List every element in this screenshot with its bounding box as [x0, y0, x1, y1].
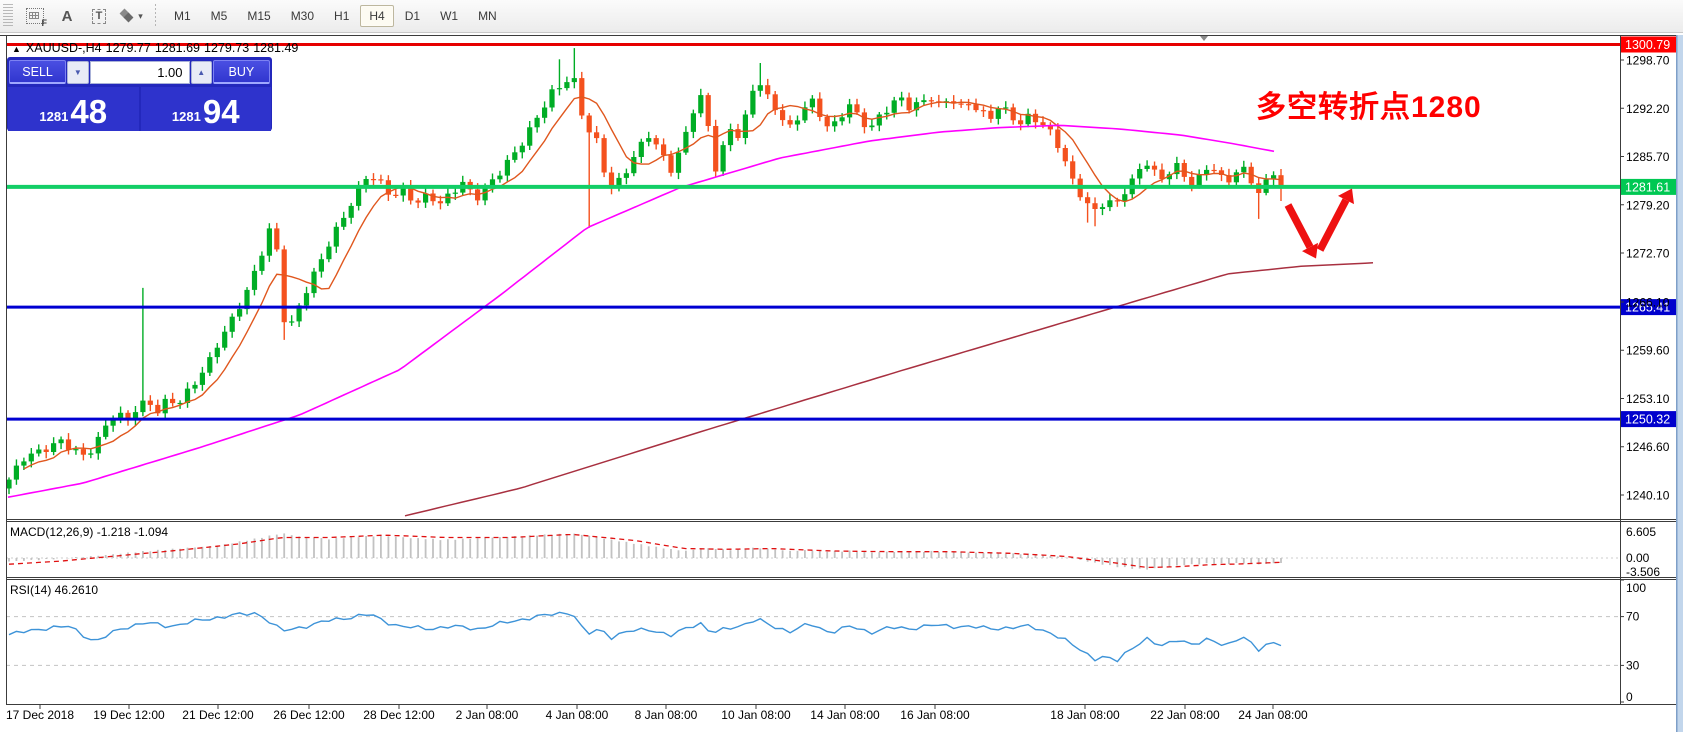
price-tick-label: 1266.10	[1626, 296, 1670, 310]
time-tick-label: 26 Dec 12:00	[273, 708, 345, 722]
sell-price-stem: 1281	[39, 109, 69, 124]
timeframe-bar: M1 M5 M15 M30 H1 H4 D1 W1 MN	[164, 5, 507, 27]
macd-axis-label: 6.605	[1626, 525, 1656, 539]
buy-price-pips: 94	[202, 93, 240, 130]
buy-button[interactable]: BUY	[212, 60, 270, 84]
volume-decrease-button[interactable]: ▼	[67, 60, 89, 84]
timeframe-D1[interactable]: D1	[404, 9, 421, 23]
price-badge-1250.32	[1620, 411, 1683, 428]
timeframe-M5[interactable]: M5	[210, 9, 228, 23]
text-box-button[interactable]: T	[85, 2, 113, 30]
one-click-trading-panel: SELL ▼ ▲ BUY 1281 48 1281 94	[7, 57, 272, 131]
toolbar: F A T ▾ M1 M5 M15 M30 H1 H4 D1 W1 MN	[0, 0, 1683, 33]
toolbar-separator	[155, 4, 156, 28]
price-tick-label: 1253.10	[1626, 392, 1670, 406]
timeframe-H1[interactable]: H1	[334, 9, 350, 23]
time-tick-label: 24 Jan 08:00	[1238, 708, 1308, 722]
chart-background	[0, 35, 1683, 732]
ohlc-open: 1279.77	[105, 41, 151, 55]
time-tick-label: 17 Dec 2018	[6, 708, 74, 722]
time-tick-label: 16 Jan 08:00	[900, 708, 970, 722]
time-tick-label: 10 Jan 08:00	[721, 708, 791, 722]
rsi-axis-label: 70	[1626, 610, 1640, 624]
letter-a-icon: A	[61, 7, 73, 25]
macd-indicator-label: MACD(12,26,9) -1.218 -1.094	[10, 525, 169, 539]
window-frame-strip	[1677, 35, 1683, 732]
ma-fast-line	[23, 96, 1282, 470]
rsi-line	[8, 611, 1282, 663]
time-tick-label: 28 Dec 12:00	[363, 708, 435, 722]
rsi-axis-label: 30	[1626, 658, 1640, 672]
ohlc-close: 1281.49	[253, 41, 299, 55]
time-tick-label: 18 Jan 08:00	[1050, 708, 1120, 722]
sell-price-pips: 48	[70, 93, 108, 130]
price-badge-1281.61	[1620, 178, 1683, 195]
chart-text-annotation[interactable]: 多空转折点1280	[1256, 91, 1482, 124]
price-badge-label: 1265.41	[1625, 301, 1670, 315]
objects-dropdown-button[interactable]: ▾	[117, 2, 145, 30]
time-tick-label: 22 Jan 08:00	[1150, 708, 1220, 722]
price-tick-label: 1285.70	[1626, 150, 1670, 164]
time-tick-label: 14 Jan 08:00	[810, 708, 880, 722]
macd-axis-label: -3.506	[1626, 565, 1660, 579]
buy-price-button[interactable]: 1281 94	[140, 87, 271, 131]
price-tick-label: 1246.60	[1626, 440, 1670, 454]
chart-grid-button[interactable]: F	[21, 2, 49, 30]
sell-price-button[interactable]: 1281 48	[8, 87, 139, 131]
price-tick-label: 1279.20	[1626, 198, 1670, 212]
grid-f-icon: F	[26, 8, 47, 28]
price-badge-1300.79	[1620, 36, 1683, 53]
toolbar-gripper[interactable]	[3, 4, 13, 28]
price-badge-label: 1250.32	[1625, 413, 1670, 427]
time-tick-label: 19 Dec 12:00	[93, 708, 165, 722]
timeframe-W1[interactable]: W1	[440, 9, 459, 23]
trendline	[404, 262, 1374, 517]
price-badge-label: 1300.79	[1625, 38, 1670, 52]
price-tick-label: 1272.70	[1626, 247, 1670, 261]
macd-signal-line	[8, 533, 1282, 569]
candlestick-series	[6, 48, 1284, 495]
volume-increase-button[interactable]: ▲	[190, 60, 212, 84]
quote-header: ▲ XAUUSD-,H4 1279.77 1281.69 1279.73 1281.49	[12, 41, 302, 55]
timeframe-H4[interactable]: H4	[360, 5, 394, 27]
sell-button[interactable]: SELL	[9, 60, 67, 84]
price-tick-label: 1259.60	[1626, 344, 1670, 358]
time-tick-label: 21 Dec 12:00	[182, 708, 254, 722]
rsi-axis-label: 0	[1626, 690, 1633, 704]
rsi-axis-label: 100	[1626, 581, 1646, 595]
buy-price-stem: 1281	[171, 109, 201, 124]
symbol-timeframe: XAUUSD-,H4	[25, 41, 102, 55]
timeframe-M30[interactable]: M30	[290, 9, 315, 23]
collapse-panel-icon[interactable]: ▲	[12, 44, 21, 54]
timeframe-M1[interactable]: M1	[174, 9, 191, 23]
rsi-indicator-label: RSI(14) 46.2610	[10, 583, 99, 597]
window-frame-line	[1676, 35, 1678, 732]
chart-shift-marker[interactable]	[1200, 36, 1208, 41]
price-tick-label: 1240.10	[1626, 489, 1670, 503]
ohlc-high: 1281.69	[154, 41, 201, 55]
timeframe-MN[interactable]: MN	[478, 9, 497, 23]
time-tick-label: 2 Jan 08:00	[456, 708, 519, 722]
time-tick-label: 4 Jan 08:00	[546, 708, 609, 722]
timeframe-M15[interactable]: M15	[247, 9, 271, 23]
boxed-t-icon: T	[91, 8, 107, 24]
macd-axis-label: 0.00	[1626, 551, 1650, 565]
price-badge-label: 1281.61	[1625, 180, 1670, 194]
volume-input[interactable]	[89, 60, 190, 84]
macd-histogram	[8, 533, 1282, 570]
price-badge-1265.41	[1620, 299, 1683, 316]
price-tick-label: 1298.70	[1626, 54, 1670, 68]
ohlc-low: 1279.73	[204, 41, 250, 55]
chevron-down-icon: ▾	[138, 10, 143, 21]
ma-medium-line	[7, 124, 1275, 498]
time-tick-label: 8 Jan 08:00	[635, 708, 698, 722]
trend-arrow-annotation[interactable]	[1284, 188, 1354, 259]
price-tick-label: 1292.20	[1626, 102, 1670, 116]
text-label-button[interactable]: A	[53, 2, 81, 30]
